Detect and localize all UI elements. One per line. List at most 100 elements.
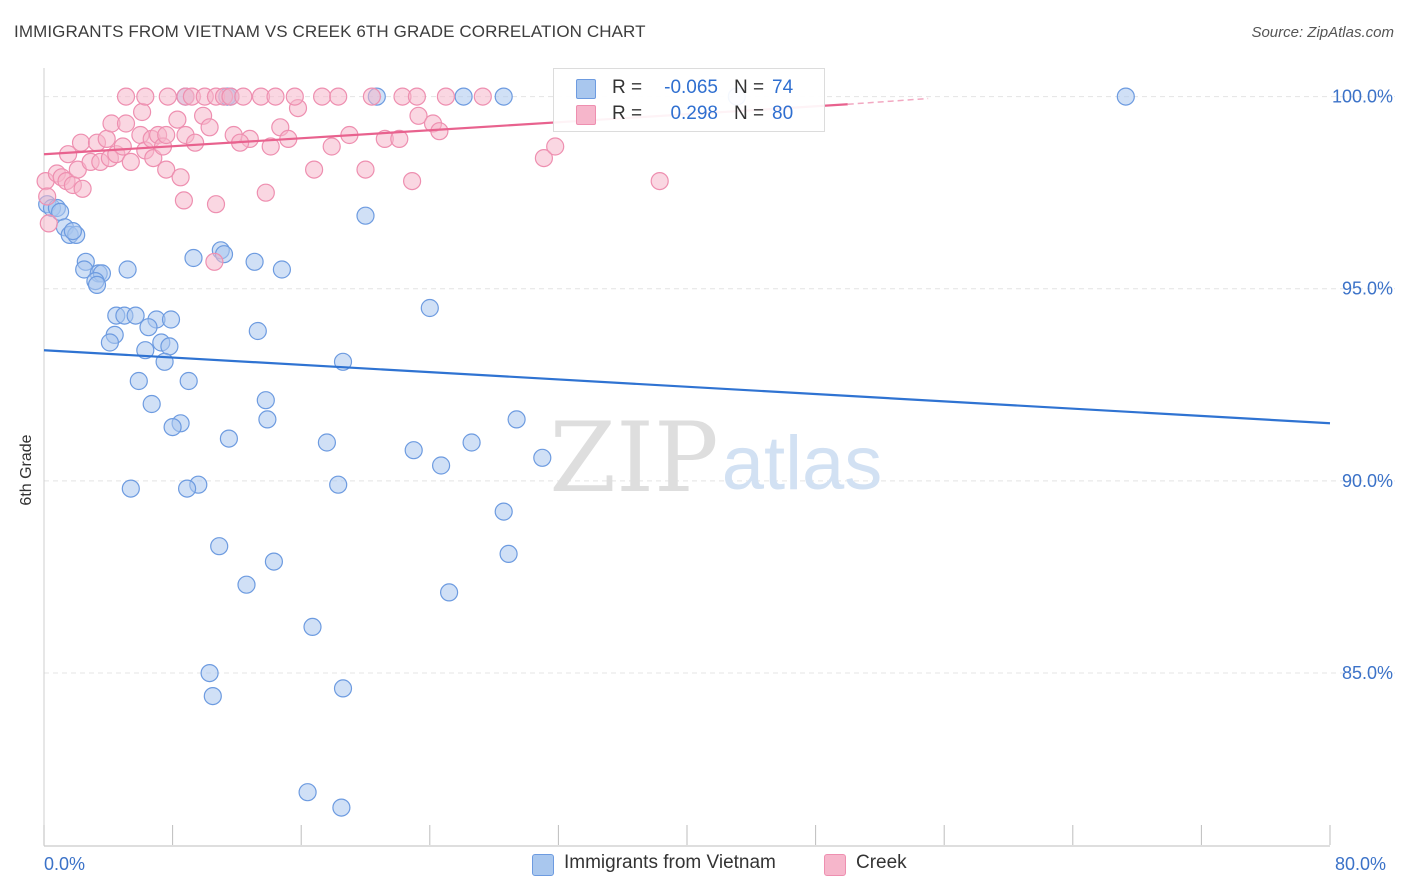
y-tick-label: 90.0%: [1342, 471, 1393, 491]
n-label: N =: [734, 103, 765, 124]
creek-point: [407, 87, 426, 106]
creek-point: [261, 137, 280, 156]
vietnam-point: [332, 798, 351, 817]
vietnam-point: [163, 418, 182, 437]
creek-swatch: [576, 105, 596, 125]
vietnam-point: [333, 679, 353, 698]
creek-point: [38, 187, 57, 206]
creek-point: [113, 137, 132, 156]
creek-point: [171, 168, 190, 187]
creek-point: [73, 179, 92, 198]
vietnam-legend-swatch: [532, 854, 554, 876]
watermark-atlas: atlas: [722, 421, 883, 506]
chart-title: IMMIGRANTS FROM VIETNAM VS CREEK 6TH GRA…: [14, 22, 646, 41]
x-tick-label-max: 80.0%: [1335, 854, 1387, 874]
creek-point: [329, 87, 348, 106]
vietnam-point: [136, 341, 155, 360]
creek-point: [430, 122, 449, 141]
vietnam-point: [248, 321, 267, 341]
vietnam-point: [533, 448, 552, 467]
creek-point: [305, 160, 324, 179]
creek-point: [356, 160, 375, 179]
source-credit: Source: ZipAtlas.com: [1251, 24, 1394, 41]
vietnam-point: [462, 433, 481, 452]
vietnam-point: [420, 298, 439, 318]
vietnam-point: [161, 310, 181, 329]
creek-point: [650, 172, 669, 191]
y-axis-label: 6th Grade: [18, 434, 35, 506]
vietnam-point: [178, 479, 197, 498]
vietnam-point: [179, 371, 198, 391]
vietnam-point: [237, 575, 256, 594]
vietnam-point: [454, 87, 473, 106]
creek-point: [473, 87, 492, 106]
vietnam-point: [499, 544, 518, 564]
vietnam-point: [298, 783, 317, 802]
creek-point: [116, 114, 136, 133]
vietnam-point: [440, 583, 459, 602]
creek-point: [157, 125, 176, 145]
vietnam-point: [63, 222, 83, 241]
creek-point: [158, 87, 177, 106]
vietnam-point: [160, 337, 179, 356]
creek-point: [234, 87, 253, 106]
watermark-zip: ZIP: [549, 402, 718, 514]
creek-point: [200, 118, 219, 137]
vietnam-point: [264, 552, 283, 571]
vietnam-point: [139, 318, 158, 337]
vietnam-point: [129, 371, 148, 391]
vietnam-trendline: [43, 349, 1331, 425]
creek-point: [390, 129, 409, 148]
vietnam-point: [303, 617, 322, 637]
creek-point: [97, 129, 116, 148]
vietnam-point: [121, 479, 140, 498]
y-tick-label: 95.0%: [1342, 279, 1393, 299]
creek-trendline-extension: [847, 97, 929, 106]
creek-point: [168, 110, 187, 129]
vietnam-point: [329, 475, 348, 494]
legend-label: Immigrants from Vietnam: [564, 852, 776, 873]
creek-point: [266, 87, 285, 106]
vietnam-point: [494, 502, 513, 521]
vietnam-point: [118, 260, 137, 279]
creek-point: [436, 87, 455, 106]
creek-point: [71, 133, 91, 152]
creek-point: [322, 137, 341, 156]
y-tick-labels: 85.0% 90.0% 95.0% 100.0%: [1332, 87, 1393, 683]
creek-point: [403, 172, 422, 191]
creek-point: [39, 214, 58, 233]
vietnam-point: [432, 456, 451, 475]
vietnam-point: [142, 394, 161, 414]
vietnam-point: [200, 663, 219, 683]
creek-point: [256, 183, 275, 202]
vietnam-point: [404, 441, 423, 460]
vietnam-point: [256, 391, 275, 410]
vietnam-point: [317, 433, 336, 452]
creek-point: [362, 87, 381, 106]
creek-point: [136, 87, 155, 106]
x-tick-label-min: 0.0%: [44, 854, 86, 874]
vietnam-point: [219, 429, 238, 448]
creek-point: [205, 252, 224, 271]
creek-point: [409, 106, 428, 125]
n-label: N =: [734, 77, 765, 98]
vietnam-point: [507, 410, 526, 429]
n-value: 74: [772, 77, 794, 98]
vietnam-point: [258, 410, 277, 429]
creek-point: [206, 195, 226, 214]
axes: [43, 68, 1331, 847]
creek-point: [174, 191, 193, 210]
vietnam-point: [210, 537, 229, 556]
creek-point: [534, 149, 554, 168]
vietnam-point: [100, 333, 120, 352]
vietnam-point: [356, 206, 375, 225]
creek-point: [121, 152, 140, 171]
creek-point: [285, 87, 304, 106]
r-value: -0.065: [664, 77, 718, 98]
y-tick-label: 100.0%: [1332, 87, 1393, 107]
vietnam-swatch: [576, 79, 596, 99]
vietnam-point: [245, 252, 264, 271]
stats-legend: R = -0.065 N = 74 R = 0.298 N = 80: [553, 68, 825, 132]
r-label: R =: [612, 77, 643, 98]
